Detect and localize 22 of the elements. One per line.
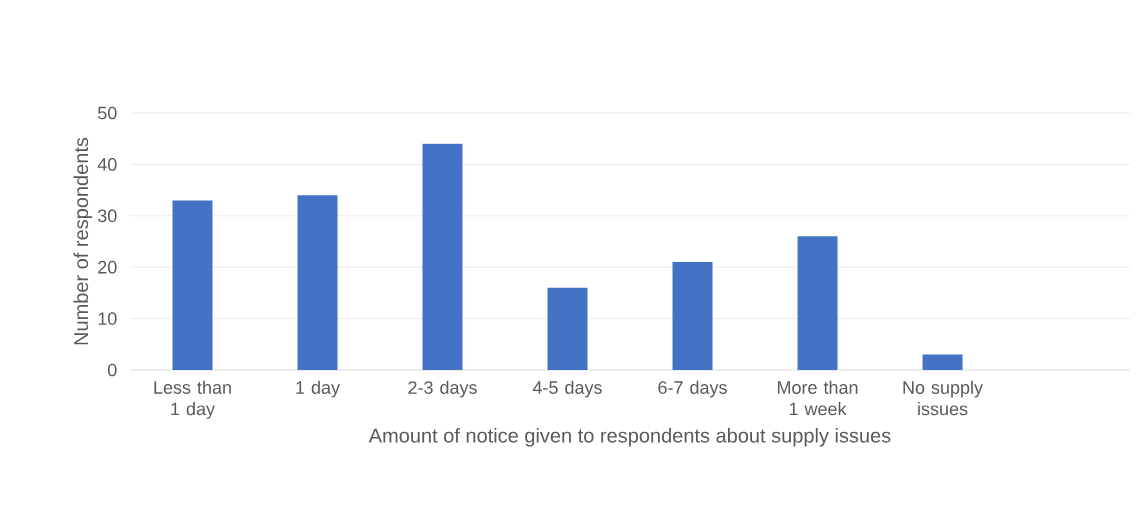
x-axis-title: Amount of notice given to respondents about supply issues — [368, 427, 891, 447]
y-tick-label: 50 — [97, 106, 117, 120]
y-axis-title: Number of respondents — [73, 137, 93, 345]
y-tick-label: 10 — [98, 312, 117, 325]
bar — [297, 195, 338, 370]
x-tick-label: More than 1 week — [777, 380, 858, 416]
y-tick-label: 0 — [107, 363, 117, 377]
x-tick-label: No supply issues — [903, 380, 983, 416]
x-tick-label: 4-5 days — [532, 380, 602, 398]
bar — [422, 143, 463, 370]
bar — [547, 287, 588, 370]
bar — [922, 354, 963, 370]
x-tick-label: 1 day — [296, 380, 340, 398]
x-tick-label: Less than 1 day — [154, 380, 231, 419]
bar — [797, 236, 838, 370]
x-tick-label: 6-7 days — [658, 380, 727, 398]
y-tick-label: 30 — [97, 209, 117, 223]
y-tick-label: 20 — [98, 260, 117, 274]
bar — [172, 200, 213, 370]
bar — [672, 262, 713, 370]
x-tick-label: 2-3 days — [408, 380, 477, 398]
y-tick-label: 40 — [97, 158, 117, 171]
